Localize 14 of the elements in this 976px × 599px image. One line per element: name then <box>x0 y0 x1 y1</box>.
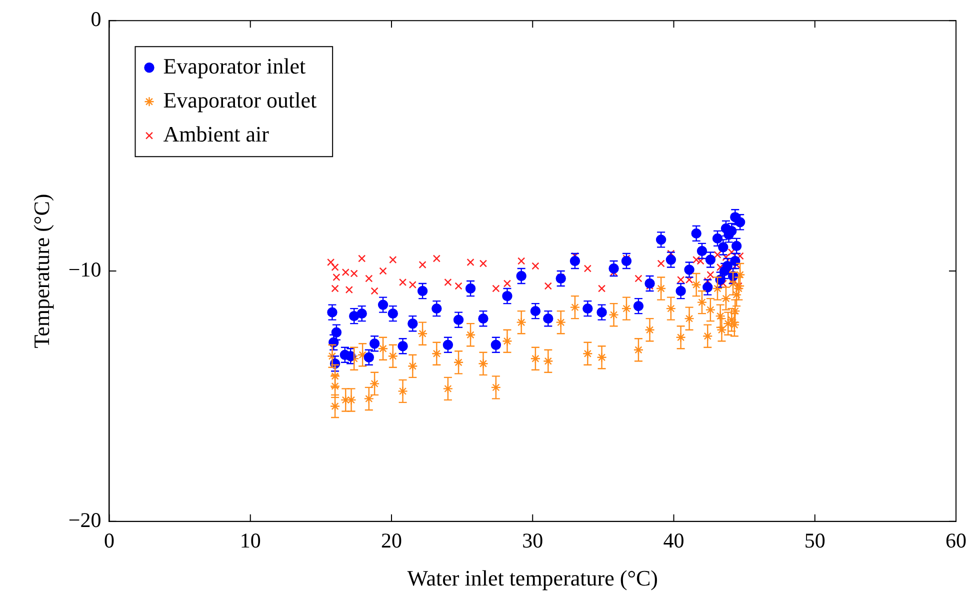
x-tick-label: 10 <box>240 528 261 553</box>
x-tick-label: 60 <box>946 528 966 553</box>
legend-label: Evaporator inlet <box>163 53 306 78</box>
x-tick-label: 20 <box>380 528 402 553</box>
legend-label: Ambient air <box>163 121 270 146</box>
x-tick-label: 50 <box>804 528 826 553</box>
y-axis-title: Temperature (°C) <box>28 194 54 348</box>
x-tick-label: 30 <box>522 528 544 553</box>
y-tick-label: −10 <box>68 258 102 282</box>
y-tick-label: 0 <box>90 7 102 32</box>
x-axis-title: Water inlet temperature (°C) <box>407 566 658 591</box>
x-tick-label: 40 <box>663 528 684 553</box>
y-tick-label: −20 <box>68 508 102 532</box>
legend-label: Evaporator outlet <box>163 87 317 112</box>
